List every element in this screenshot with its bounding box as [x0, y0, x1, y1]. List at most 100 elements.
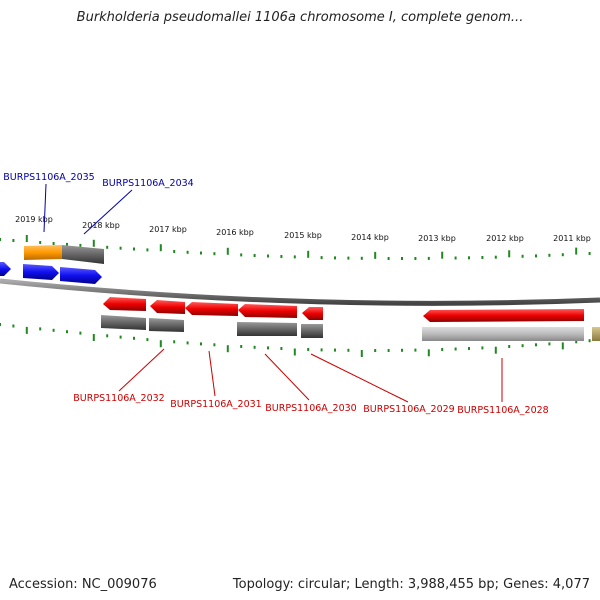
minor-tick — [133, 247, 135, 251]
inner-tick-ring — [0, 323, 591, 357]
minor-tick — [173, 250, 176, 253]
minor-tick — [79, 243, 82, 247]
gene-arrow-reverse[interactable] — [150, 300, 185, 314]
major-tick — [374, 251, 377, 259]
minor-tick — [427, 256, 430, 260]
minor-tick — [347, 348, 350, 352]
minor-tick — [119, 246, 122, 250]
gene-label-2029[interactable]: BURPS1106A_2029 — [363, 404, 454, 415]
gene-label-2032[interactable]: BURPS1106A_2032 — [73, 393, 164, 404]
feature-gray-bottom[interactable] — [237, 322, 297, 336]
callout-lines — [43, 183, 503, 403]
major-tick — [360, 350, 363, 357]
feature-pseudo-bottom[interactable] — [422, 327, 584, 341]
minor-tick — [146, 338, 149, 342]
minor-tick — [454, 256, 457, 260]
major-tick — [226, 345, 229, 353]
chromosome-backbone — [0, 278, 600, 306]
gene-arrow-forward[interactable] — [0, 262, 11, 276]
gene-label-2035[interactable]: BURPS1106A_2035 — [3, 172, 94, 183]
major-tick — [92, 334, 95, 341]
top-feature-track — [24, 245, 104, 264]
major-tick — [25, 235, 28, 242]
gene-arrow-reverse[interactable] — [302, 307, 323, 320]
minor-tick — [521, 344, 524, 348]
minor-tick — [454, 347, 457, 351]
minor-tick — [468, 256, 470, 260]
major-tick — [226, 247, 229, 255]
scale-label-2018: 2018 kbp — [82, 221, 120, 230]
major-tick — [159, 244, 162, 252]
minor-tick — [320, 348, 323, 352]
callout-line-2030 — [264, 353, 310, 401]
minor-tick — [414, 257, 417, 260]
feature-gray-top[interactable] — [62, 245, 104, 264]
gene-arrow-reverse[interactable] — [185, 302, 238, 316]
minor-tick — [441, 348, 444, 351]
feature-tan-bottom[interactable] — [592, 327, 600, 341]
minor-tick — [494, 255, 497, 259]
minor-tick — [0, 323, 1, 326]
minor-tick — [200, 251, 202, 255]
minor-tick — [186, 341, 189, 345]
gene-label-2031[interactable]: BURPS1106A_2031 — [170, 399, 261, 410]
gene-arrow-reverse[interactable] — [238, 304, 297, 318]
minor-tick — [213, 252, 216, 256]
gene-label-2030[interactable]: BURPS1106A_2030 — [265, 403, 356, 414]
minor-tick — [387, 349, 390, 352]
scale-label-2014: 2014 kbp — [351, 233, 389, 242]
gene-label-2028[interactable]: BURPS1106A_2028 — [457, 405, 548, 416]
minor-tick — [52, 328, 55, 332]
gene-arrow-reverse[interactable] — [103, 297, 146, 311]
minor-tick — [521, 254, 524, 258]
minor-tick — [39, 327, 42, 331]
callout-line-2031 — [208, 350, 216, 397]
minor-tick — [0, 238, 1, 241]
callout-line-2034 — [83, 189, 133, 235]
major-tick — [92, 239, 95, 247]
minor-tick — [548, 342, 551, 346]
minor-tick — [401, 348, 403, 352]
minor-tick — [307, 348, 310, 351]
minor-tick — [414, 348, 417, 352]
minor-tick — [79, 331, 82, 335]
minor-tick — [535, 343, 537, 347]
minor-tick — [561, 253, 564, 257]
reverse-gene-track — [103, 297, 584, 322]
minor-tick — [133, 336, 135, 340]
minor-tick — [66, 330, 68, 334]
major-tick — [307, 250, 310, 258]
scale-labels: 2019 kbp 2018 kbp 2017 kbp 2016 kbp 2015… — [15, 215, 591, 243]
scale-label-2019: 2019 kbp — [15, 215, 53, 224]
minor-tick — [119, 335, 122, 339]
minor-tick — [52, 242, 55, 245]
feature-gray-bottom[interactable] — [301, 324, 323, 338]
gene-arrow-forward[interactable] — [23, 264, 59, 280]
minor-tick — [173, 340, 176, 344]
scale-label-2017: 2017 kbp — [149, 225, 187, 234]
gene-label-2034[interactable]: BURPS1106A_2034 — [102, 178, 193, 189]
outer-tick-ring — [0, 235, 591, 260]
minor-tick — [280, 255, 283, 258]
callout-line-2032 — [118, 348, 165, 392]
minor-tick — [240, 253, 243, 257]
major-tick — [494, 346, 497, 354]
feature-gray-bottom[interactable] — [101, 315, 146, 330]
scale-label-2011: 2011 kbp — [553, 234, 591, 243]
minor-tick — [186, 250, 189, 254]
feature-gray-bottom[interactable] — [149, 318, 184, 332]
minor-tick — [267, 346, 269, 350]
gene-arrow-forward[interactable] — [60, 267, 102, 284]
minor-tick — [334, 348, 336, 352]
feature-orange[interactable] — [24, 245, 62, 260]
major-tick — [441, 251, 444, 259]
minor-tick — [320, 256, 323, 260]
minor-tick — [106, 334, 109, 338]
minor-tick — [347, 256, 350, 260]
minor-tick — [12, 239, 15, 242]
minor-tick — [481, 256, 484, 259]
minor-tick — [481, 346, 484, 350]
gene-arrow-reverse[interactable] — [423, 309, 584, 322]
major-tick — [25, 326, 28, 334]
